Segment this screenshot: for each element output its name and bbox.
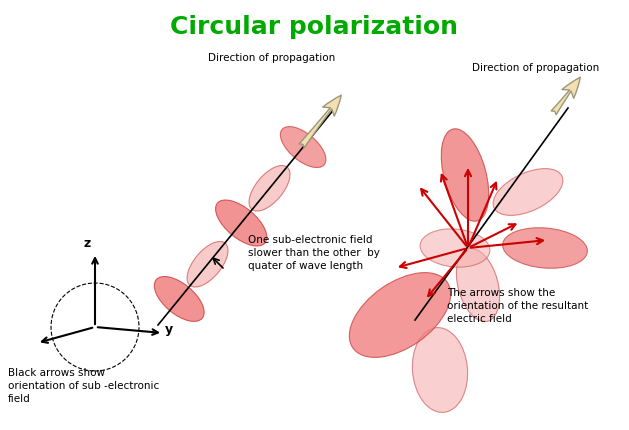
Ellipse shape [413, 328, 467, 412]
Text: Circular polarization: Circular polarization [170, 15, 458, 39]
Text: The arrows show the
orientation of the resultant
electric field: The arrows show the orientation of the r… [447, 288, 588, 324]
Text: Direction of propagation: Direction of propagation [472, 63, 599, 73]
Text: One sub-electronic field
slower than the other  by
quater of wave length: One sub-electronic field slower than the… [248, 235, 380, 271]
Ellipse shape [503, 228, 587, 268]
Text: z: z [83, 237, 90, 250]
Ellipse shape [154, 276, 204, 321]
Ellipse shape [187, 242, 228, 287]
Ellipse shape [457, 249, 499, 322]
Text: y: y [165, 323, 173, 336]
Ellipse shape [420, 229, 490, 267]
Ellipse shape [249, 166, 290, 211]
Ellipse shape [493, 169, 563, 215]
Text: Black arrows show
orientation of sub -electronic
field: Black arrows show orientation of sub -el… [8, 368, 159, 404]
Ellipse shape [442, 129, 489, 221]
Ellipse shape [349, 273, 450, 357]
Ellipse shape [281, 126, 326, 168]
Ellipse shape [216, 200, 267, 246]
Text: Direction of propagation: Direction of propagation [208, 53, 336, 63]
